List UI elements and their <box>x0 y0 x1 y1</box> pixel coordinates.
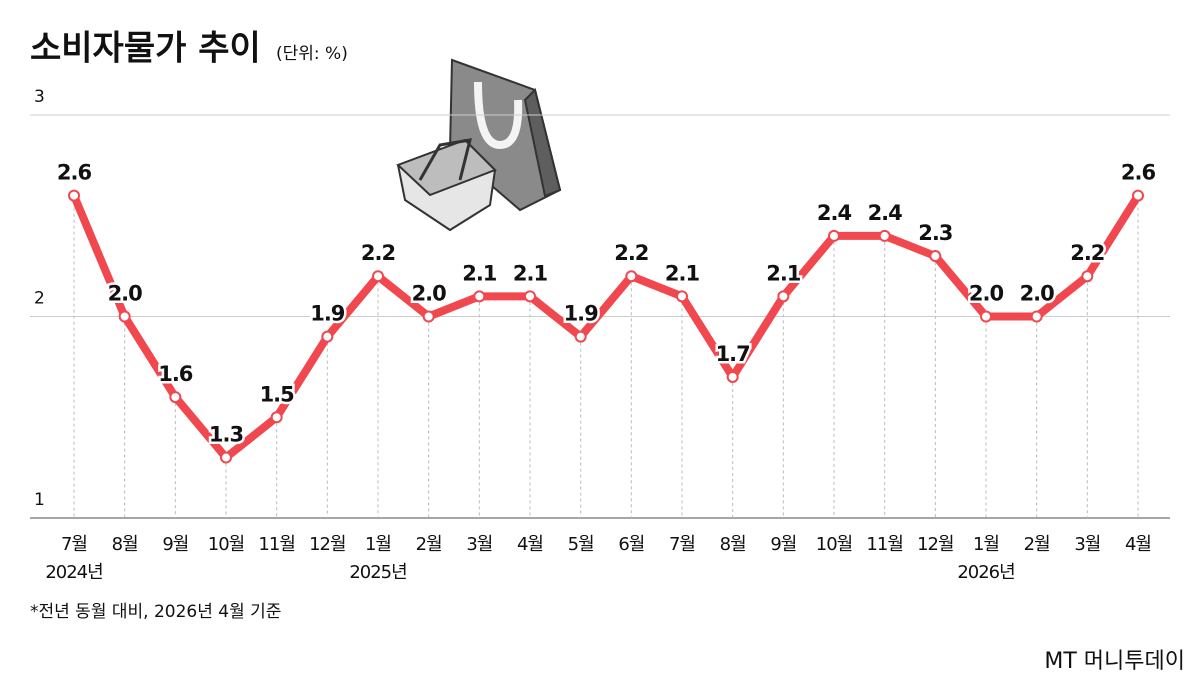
chart-subtitle: (단위: %) <box>276 44 348 64</box>
x-tick-label: 1월 <box>973 534 999 555</box>
point <box>524 290 536 303</box>
point <box>980 310 992 323</box>
point <box>270 411 283 424</box>
point <box>169 391 182 404</box>
point <box>929 250 942 263</box>
x-tick-label: 7월 <box>669 534 695 555</box>
point <box>777 290 790 303</box>
x-tick-label: 4월 <box>1125 534 1151 555</box>
x-tick-label: 2월 <box>416 534 442 555</box>
value-label: 2.2 <box>1070 241 1104 265</box>
value-label: 2.4 <box>868 201 903 225</box>
value-label: 1.7 <box>716 342 750 366</box>
x-tick-label: 2월 <box>1024 534 1050 555</box>
value-label: 1.5 <box>260 382 295 406</box>
footnote: *전년 동월 대비, 2026년 4월 기준 <box>30 602 281 622</box>
point <box>676 290 688 303</box>
x-tick-label: 8월 <box>112 534 138 555</box>
x-tick-label: 4월 <box>517 534 543 555</box>
year-label: 2026년 <box>957 562 1014 583</box>
year-label: 2025년 <box>349 562 406 583</box>
y-tick-label: 2 <box>34 289 45 309</box>
x-tick-label: 12월 <box>309 534 345 555</box>
x-tick-label: 3월 <box>1074 534 1100 555</box>
value-label: 2.0 <box>969 282 1004 306</box>
value-label: 1.9 <box>564 302 599 326</box>
x-tick-label: 5월 <box>568 534 594 555</box>
value-label: 2.0 <box>108 282 143 306</box>
chart-title: 소비자물가 추이 <box>30 29 261 69</box>
x-tick-label: 11월 <box>258 534 294 555</box>
value-label: 2.6 <box>1121 161 1156 185</box>
point <box>1081 270 1094 283</box>
value-label: 1.9 <box>310 302 345 326</box>
value-label: 1.3 <box>209 423 243 447</box>
value-label: 2.6 <box>57 161 92 185</box>
value-label: 2.2 <box>614 241 648 265</box>
year-label: 2024년 <box>45 562 102 583</box>
value-label: 2.4 <box>817 201 852 225</box>
point <box>1030 310 1043 323</box>
value-label: 2.0 <box>412 282 447 306</box>
point <box>878 229 891 242</box>
value-label: 2.2 <box>361 241 395 265</box>
x-tick-label: 1월 <box>365 534 391 555</box>
point <box>726 370 739 383</box>
value-label: 2.1 <box>665 261 700 285</box>
x-tick-label: 8월 <box>720 534 746 555</box>
point <box>118 310 131 323</box>
x-tick-label: 3월 <box>466 534 492 555</box>
point <box>828 229 840 242</box>
x-tick-label: 10월 <box>208 534 244 555</box>
value-label: 2.3 <box>918 221 952 245</box>
y-tick-label: 1 <box>34 490 45 510</box>
point <box>574 330 587 343</box>
point <box>372 270 384 283</box>
point <box>220 451 232 464</box>
shopping-illustration <box>396 58 562 232</box>
value-label: 1.6 <box>158 362 193 386</box>
x-tick-label: 7월 <box>61 534 87 555</box>
x-tick-label: 10월 <box>816 534 852 555</box>
line <box>70 191 1142 462</box>
source: MT 머니투데이 <box>1044 649 1185 674</box>
x-tick-label: 9월 <box>770 534 796 555</box>
value-label: 2.1 <box>766 261 801 285</box>
value-label: 2.1 <box>513 261 548 285</box>
x-tick-label: 9월 <box>162 534 188 555</box>
value-label: 2.0 <box>1020 282 1055 306</box>
point <box>422 310 435 323</box>
point <box>68 189 80 202</box>
value-label: 2.1 <box>462 261 497 285</box>
point <box>473 290 486 303</box>
y-tick-label: 3 <box>34 87 45 107</box>
point <box>625 270 638 283</box>
x-tick-label: 11월 <box>866 534 902 555</box>
x-tick-label: 12월 <box>917 534 953 555</box>
x-tick-label: 6월 <box>618 534 644 555</box>
point <box>1132 189 1144 202</box>
point <box>321 330 334 343</box>
